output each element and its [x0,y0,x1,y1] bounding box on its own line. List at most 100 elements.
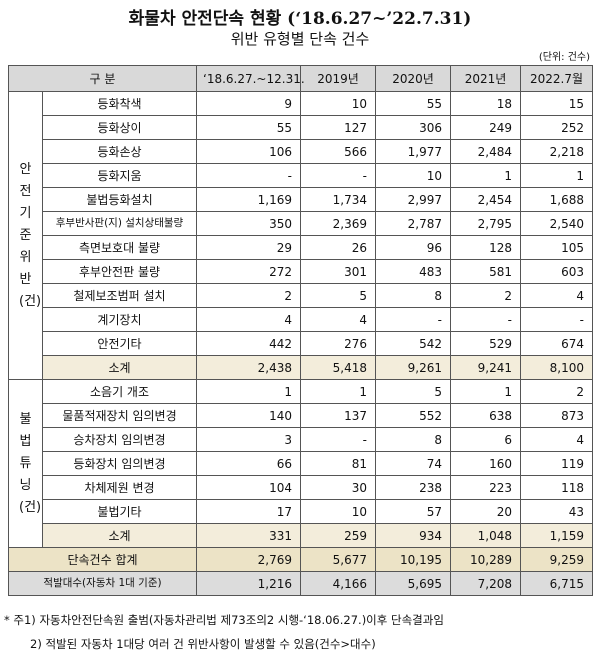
table-cell: 581 [450,259,521,284]
table-cell: 2,484 [450,139,521,164]
table-cell: 적발대수(자동차 1대 기준) [8,571,197,596]
table-cell: 2 [196,283,301,308]
table-row: 구 분 ‘18.6.27.~12.31. 2019년 2020년 2021년 2022.7… [8,65,593,92]
table-row: 단속건수 합계 2,769 5,677 10,195 10,289 9,259 [8,547,593,572]
table-cell: 18 [450,91,521,116]
table-cell: 10 [375,163,451,188]
table-cell: 구 분 [8,65,197,92]
table-row: 등화손상 106 566 1,977 2,484 2,218 [9,139,593,164]
table-cell: 물품적재장치 임의변경 [42,403,197,428]
table-cell: 529 [450,331,521,356]
table-cell: 등화착색 [42,91,197,116]
table-cell: 등화손상 [42,139,197,164]
table-cell: 2022.7월 [520,65,593,92]
table-cell: 128 [450,235,521,260]
table-cell: 873 [520,403,593,428]
table-cell: 1,169 [196,187,301,212]
table-cell: 4 [300,307,376,332]
table-cell: 2,769 [196,547,301,572]
table-cell: 5,418 [300,355,376,380]
table-cell: - [300,427,376,452]
table-cell: 30 [300,475,376,500]
table-cell: 542 [375,331,451,356]
table-cell: 2,787 [375,211,451,236]
table-cell: 4 [196,307,301,332]
table-cell: 1 [450,379,521,404]
table-cell: 66 [196,451,301,476]
table-cell: 9,261 [375,355,451,380]
table-cell: 승차장치 임의변경 [42,427,197,452]
table-row: 소계 2,438 5,418 9,261 9,241 8,100 [9,355,593,380]
table-cell: 137 [300,403,376,428]
table-row: 승차장치 임의변경 3-8 6 4 [9,427,593,452]
table-cell: 119 [520,451,593,476]
table-cell: 측면보호대 불량 [42,235,197,260]
table-row: 등화지움 - -10 1 1 [9,163,593,188]
table-cell: 301 [300,259,376,284]
table-cell: 483 [375,259,451,284]
table-cell: 15 [520,91,593,116]
table-row: 불법기타 17 10 57 20 43 [9,499,593,524]
table-cell: 불법등화설치 [42,187,197,212]
table-cell: 철제보조범퍼 설치 [42,283,197,308]
table-cell: 160 [450,451,521,476]
table-row: 계기장치 4 4- - - [9,307,593,332]
table-cell: 276 [300,331,376,356]
subtitle: 위반 유형별 단속 건수 [230,30,370,48]
table-cell: 1 [450,163,521,188]
table-row: 후부안전판 불량 272 301 483 581 603 [9,259,593,284]
table-cell: 7,208 [450,571,521,596]
table-cell: 9,241 [450,355,521,380]
table-cell: 6,715 [520,571,593,596]
table-cell: 2,438 [196,355,301,380]
table-cell: 3 [196,427,301,452]
table-cell: 127 [300,115,376,140]
table-cell: 2,369 [300,211,376,236]
table-cell: 1 [520,163,593,188]
table-cell: - [450,307,521,332]
table-cell: 331 [196,523,301,548]
table-row: 차체제원 변경 104 30 238 223 118 [9,475,593,500]
table-cell: 140 [196,403,301,428]
table-cell: 8 [375,427,451,452]
table-cell: 1,734 [300,187,376,212]
table-cell: 4,166 [300,571,376,596]
note: 2) 적발된 자동차 1대당 여러 건 위반사항이 발생할 수 있음(건수>대수… [30,637,376,651]
table-cell: 2,454 [450,187,521,212]
table-cell: 6 [450,427,521,452]
table-row: 철제보조범퍼 설치 2 5 8 2 4 [9,283,593,308]
table-cell: 8,100 [520,355,593,380]
table-cell: 차체제원 변경 [42,475,197,500]
table-row: 소계 331 259 934 1,048 1,159 [9,523,593,548]
table-cell: 350 [196,211,301,236]
unit: (단위: 건수) [538,52,590,63]
title: 화물차 안전단속 현황 (‘18.6.27~’22.7.31) [128,9,472,29]
table-cell: 638 [450,403,521,428]
table-cell: 5,677 [300,547,376,572]
table-cell: 소계 [42,355,197,380]
table-cell: 306 [375,115,451,140]
table-cell: 2,540 [520,211,593,236]
table-cell: 2,997 [375,187,451,212]
table-row: 안전기준 위반(건) 등화착색 9 10 55 18 15 [8,91,593,380]
table-cell: 57 [375,499,451,524]
table-cell: 후부반사판(지) 설치상태불량 [42,211,197,236]
table-cell: 566 [300,139,376,164]
table-cell: 후부안전판 불량 [42,259,197,284]
table-cell: 118 [520,475,593,500]
table-cell: 10 [300,499,376,524]
table-cell: 55 [375,91,451,116]
table: 구 분 ‘18.6.27.~12.31. 2019년 2020년 2021년 2022.7… [8,65,593,596]
table-cell: 104 [196,475,301,500]
table-cell: 29 [196,235,301,260]
table-cell: 259 [300,523,376,548]
table-cell: 2020년 [375,65,451,92]
table-cell: 불법기타 [42,499,197,524]
table-cell: 9 [196,91,301,116]
table-cell: ‘18.6.27.~12.31. [196,65,305,92]
table-cell: 74 [375,451,451,476]
table-cell: 5 [300,283,376,308]
table-cell: - [300,163,376,188]
table-row: 후부반사판(지) 설치상태불량 350 2,369 2,787 2,795 2,540 [9,211,593,236]
